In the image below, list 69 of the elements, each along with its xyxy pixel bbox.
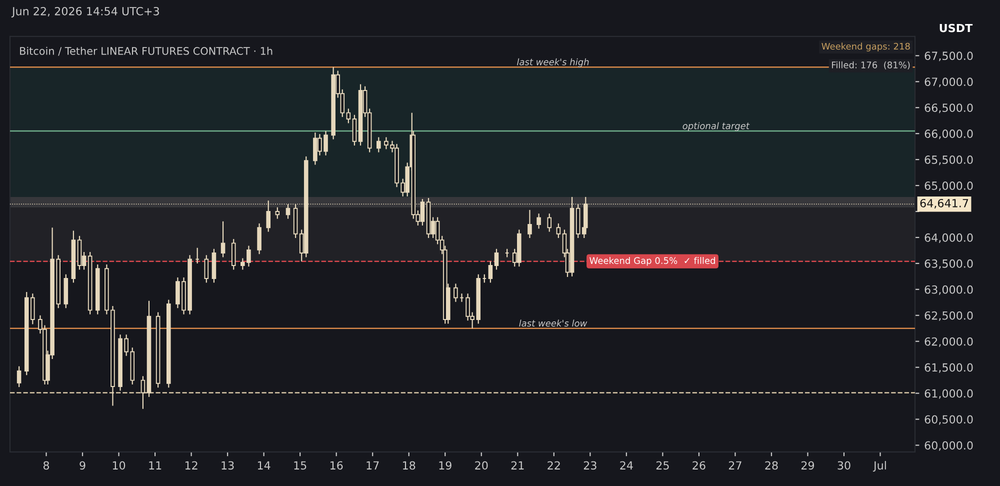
x-tick-label: 30 <box>838 461 850 470</box>
y-tick-label: 61,500.0 <box>924 363 973 373</box>
chart-title: Jun 22, 2026 14:54 UTC+3 <box>11 6 159 18</box>
x-tick-label: 13 <box>222 461 234 470</box>
candlestick <box>231 238 236 270</box>
x-tick-label: 12 <box>185 461 198 470</box>
candlestick <box>494 248 499 270</box>
x-tick-label: 14 <box>258 461 270 470</box>
x-tick-label: 16 <box>330 461 343 470</box>
candlestick <box>220 220 226 258</box>
x-tick-label: 10 <box>112 461 126 470</box>
candlestick <box>204 254 209 284</box>
y-tick-label: 66,500.0 <box>924 104 973 114</box>
ref-line-label: optional target <box>682 122 750 131</box>
x-tick-label: Jul <box>872 461 886 472</box>
ref-line-label: last week's low <box>519 320 588 327</box>
x-tick-label: 9 <box>80 461 86 470</box>
candlestick <box>454 283 458 302</box>
x-tick-label: 22 <box>548 461 560 470</box>
candlestick <box>346 108 351 124</box>
x-tick-label: 27 <box>728 461 742 470</box>
x-tick-label: 25 <box>656 461 669 470</box>
y-tick-label: 63,000.0 <box>924 285 973 295</box>
annotation: Filled: 176 (81%) <box>832 61 910 70</box>
candlestick <box>140 376 146 410</box>
y-tick-label: 62,000.0 <box>924 337 973 347</box>
y-tick-label: 60,000.0 <box>924 441 973 451</box>
y-tick-label: 60,500.0 <box>924 415 973 425</box>
y-tick-label: 65,000.0 <box>924 181 973 192</box>
x-tick-label: 18 <box>403 461 416 470</box>
y-tick-label: 64,000.0 <box>924 233 973 243</box>
annotation: Weekend gaps: 218 <box>822 42 910 52</box>
x-tick-label: 26 <box>692 461 706 470</box>
y-tick-label: 65,500.0 <box>924 156 973 166</box>
ref-line-label: last week's high <box>517 58 589 68</box>
text: Bitcoin / Tether LINEAR FUTURES CONTRACT · 1h <box>20 46 272 56</box>
candlestick <box>266 200 271 232</box>
x-tick-label: 8 <box>43 461 50 470</box>
y-tick-label: 63,500.0 <box>924 259 973 269</box>
candlestick <box>352 114 357 146</box>
y-tick-label: 62,500.0 <box>924 311 973 321</box>
candlestick <box>488 260 493 284</box>
x-tick-label: 11 <box>149 461 162 470</box>
x-tick-label: 20 <box>475 461 488 470</box>
x-tick-label: 23 <box>584 461 596 470</box>
candlestick <box>536 213 541 230</box>
x-tick-label: 28 <box>765 461 778 470</box>
candlestick <box>16 366 22 388</box>
x-tick-label: 21 <box>511 461 524 470</box>
candlestick <box>376 136 381 153</box>
candlestick <box>420 198 425 226</box>
x-tick-label: 17 <box>366 461 379 470</box>
ref-line-label: 64,641.7 <box>920 198 968 208</box>
x-tick-label: 29 <box>801 461 814 470</box>
x-tick-label: 24 <box>620 461 633 470</box>
candlestick <box>528 209 532 239</box>
y-tick-label: 66,000.0 <box>924 130 973 140</box>
ref-line-label: Weekend Gap 0.5% ✓ filled <box>590 256 715 266</box>
y-tick-label: 67,000.0 <box>924 78 973 88</box>
candlestick <box>556 222 561 239</box>
candlestick <box>286 204 290 220</box>
x-tick-label: 19 <box>439 461 452 470</box>
candlestick <box>547 213 552 232</box>
y-tick-label: 61,000.0 <box>924 389 973 399</box>
candlestick <box>275 206 280 220</box>
y-tick-label: 67,500.0 <box>924 52 973 62</box>
candlestick <box>257 222 262 255</box>
y-axis-title: USDT <box>940 24 973 32</box>
x-tick-label: 15 <box>294 461 306 470</box>
